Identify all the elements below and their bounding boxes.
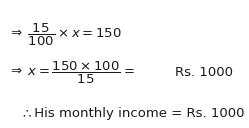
Text: $\Rightarrow\; x=\dfrac{150\times100}{15}=$: $\Rightarrow\; x=\dfrac{150\times100}{15… bbox=[8, 60, 135, 86]
Text: Rs. 1000: Rs. 1000 bbox=[175, 67, 233, 79]
Text: $\therefore$: $\therefore$ bbox=[20, 108, 32, 120]
Text: $\Rightarrow\;\dfrac{15}{100}\times x=150$: $\Rightarrow\;\dfrac{15}{100}\times x=15… bbox=[8, 22, 122, 48]
Text: His monthly income = Rs. 1000: His monthly income = Rs. 1000 bbox=[30, 108, 245, 120]
